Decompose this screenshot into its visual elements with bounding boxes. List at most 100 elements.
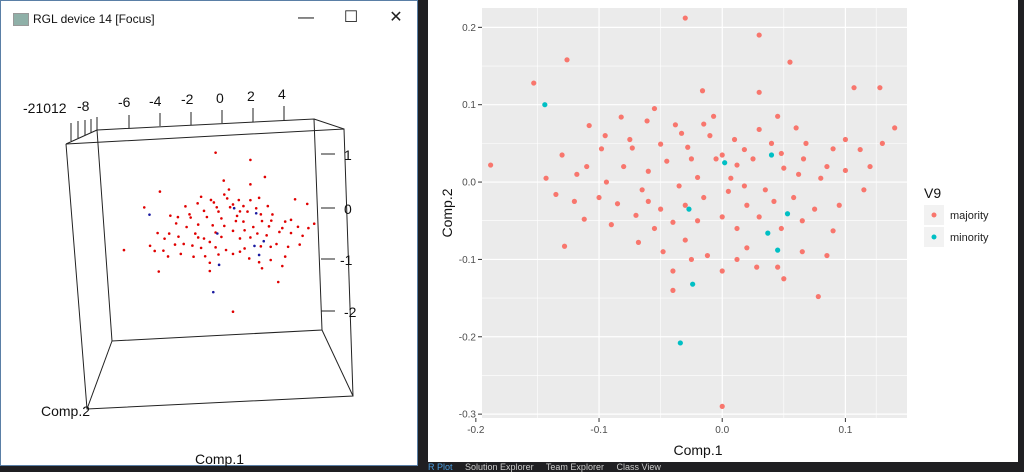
- close-button[interactable]: ✕: [389, 9, 403, 26]
- rgl-majority-point: [217, 253, 220, 256]
- majority-point: [799, 249, 805, 255]
- minority-point: [775, 247, 781, 253]
- rgl-majority-point: [208, 269, 212, 273]
- rgl-majority-point: [305, 202, 309, 206]
- rgl-majority-point: [211, 224, 214, 227]
- rgl-majority-point: [202, 209, 206, 213]
- tick-label: -2: [181, 91, 194, 107]
- rgl-majority-point: [202, 237, 206, 240]
- majority-point: [842, 167, 849, 174]
- majority-point: [553, 191, 559, 198]
- majority-point: [678, 130, 685, 136]
- majority-point: [756, 89, 762, 95]
- rgl-majority-point: [203, 254, 207, 258]
- tick-label: -8: [77, 98, 90, 114]
- legend-label: minority: [950, 232, 989, 244]
- rgl-majority-point: [231, 229, 235, 233]
- rgl-majority-point: [205, 215, 209, 219]
- rgl-majority-point: [286, 245, 290, 249]
- majority-point: [670, 219, 676, 225]
- majority-point: [651, 225, 658, 232]
- rgl-majority-point: [214, 246, 217, 249]
- majority-point: [756, 32, 762, 38]
- majority-point: [571, 198, 577, 204]
- rgl-majority-point: [276, 280, 280, 284]
- y-tick-label: 0.1: [462, 100, 476, 111]
- majority-point: [741, 146, 747, 153]
- rgl-majority-point: [307, 226, 310, 230]
- rgl-majority-point: [228, 205, 232, 209]
- window-title: RGL device 14 [Focus]: [33, 12, 155, 26]
- majority-point: [488, 162, 494, 168]
- rgl-majority-point: [252, 225, 255, 229]
- rgl-majority-point: [182, 242, 185, 246]
- maximize-button[interactable]: ☐: [343, 9, 359, 26]
- majority-point: [559, 152, 565, 158]
- tab-class-view[interactable]: Class View: [616, 463, 661, 472]
- majority-point: [531, 80, 537, 86]
- rgl-majority-point: [209, 198, 213, 202]
- rgl-majority-point: [158, 190, 162, 193]
- rgl-majority-point: [196, 202, 199, 205]
- rgl-majority-point: [301, 234, 304, 238]
- rgl-majority-point: [217, 210, 220, 213]
- rgl-majority-point: [243, 247, 246, 250]
- x-tick-label: 0.0: [715, 425, 729, 436]
- minimize-button[interactable]: —: [298, 9, 314, 26]
- rgl-majority-point: [188, 213, 191, 216]
- rgl-majority-point: [247, 257, 251, 260]
- legend-key-minority: [931, 234, 937, 240]
- majority-point: [812, 206, 818, 212]
- majority-point: [682, 237, 688, 243]
- rgl-majority-point: [242, 204, 245, 208]
- majority-point: [728, 175, 734, 181]
- y-tick-label: 0.2: [462, 23, 476, 34]
- plot-panel: [482, 8, 907, 418]
- legend-key-majority: [931, 212, 937, 218]
- window-title-bar[interactable]: RGL device 14 [Focus] — ☐ ✕: [1, 1, 417, 33]
- tab-team-explorer[interactable]: Team Explorer: [545, 463, 604, 472]
- rgl-minority-point: [257, 253, 261, 257]
- tick-label: 4: [278, 86, 286, 102]
- rgl-majority-point: [298, 243, 302, 246]
- rgl-minority-point: [211, 290, 215, 294]
- majority-point: [598, 146, 605, 152]
- majority-point: [842, 136, 849, 143]
- majority-point: [713, 156, 719, 162]
- majority-point: [830, 146, 836, 152]
- rgl-majority-point: [225, 197, 229, 200]
- rgl-majority-point: [223, 193, 226, 196]
- rgl-majority-point: [269, 258, 273, 262]
- rgl-majority-point: [196, 236, 200, 239]
- rgl-majority-point: [238, 237, 242, 240]
- majority-point: [581, 216, 587, 222]
- tab-r-plot[interactable]: R Plot: [428, 463, 453, 472]
- majority-point: [750, 156, 756, 162]
- majority-point: [744, 202, 750, 208]
- rgl-majority-point: [265, 234, 268, 237]
- majority-point: [741, 183, 747, 189]
- rgl-majority-point: [167, 232, 171, 235]
- tab-solution-explorer[interactable]: Solution Explorer: [465, 463, 534, 472]
- majority-point: [778, 150, 784, 157]
- rgl-majority-point: [222, 179, 226, 182]
- majority-point: [768, 140, 775, 146]
- majority-point: [699, 88, 706, 94]
- rgl-majority-point: [249, 183, 252, 186]
- minority-point: [677, 340, 683, 346]
- rgl-device-window[interactable]: RGL device 14 [Focus] — ☐ ✕ -21012 -8 -6…: [0, 0, 419, 467]
- rgl-majority-point: [173, 243, 177, 246]
- rgl-majority-point: [156, 231, 159, 235]
- rgl-majority-point: [249, 198, 252, 202]
- majority-point: [781, 276, 787, 282]
- rgl-3d-scatter[interactable]: -21012 -8 -6 -4 -2 0 2 4 1 0 -1 -2 Comp.…: [1, 1, 419, 467]
- tick-label: -21012: [23, 100, 67, 116]
- majority-point: [800, 156, 807, 162]
- rgl-majority-point: [296, 225, 300, 229]
- rgl-majority-point: [312, 222, 316, 225]
- majority-point: [682, 15, 688, 21]
- majority-point: [778, 225, 784, 232]
- rgl-minority-point: [217, 263, 221, 267]
- rgl-majority-point: [214, 151, 217, 154]
- rgl-minority-point: [232, 206, 236, 210]
